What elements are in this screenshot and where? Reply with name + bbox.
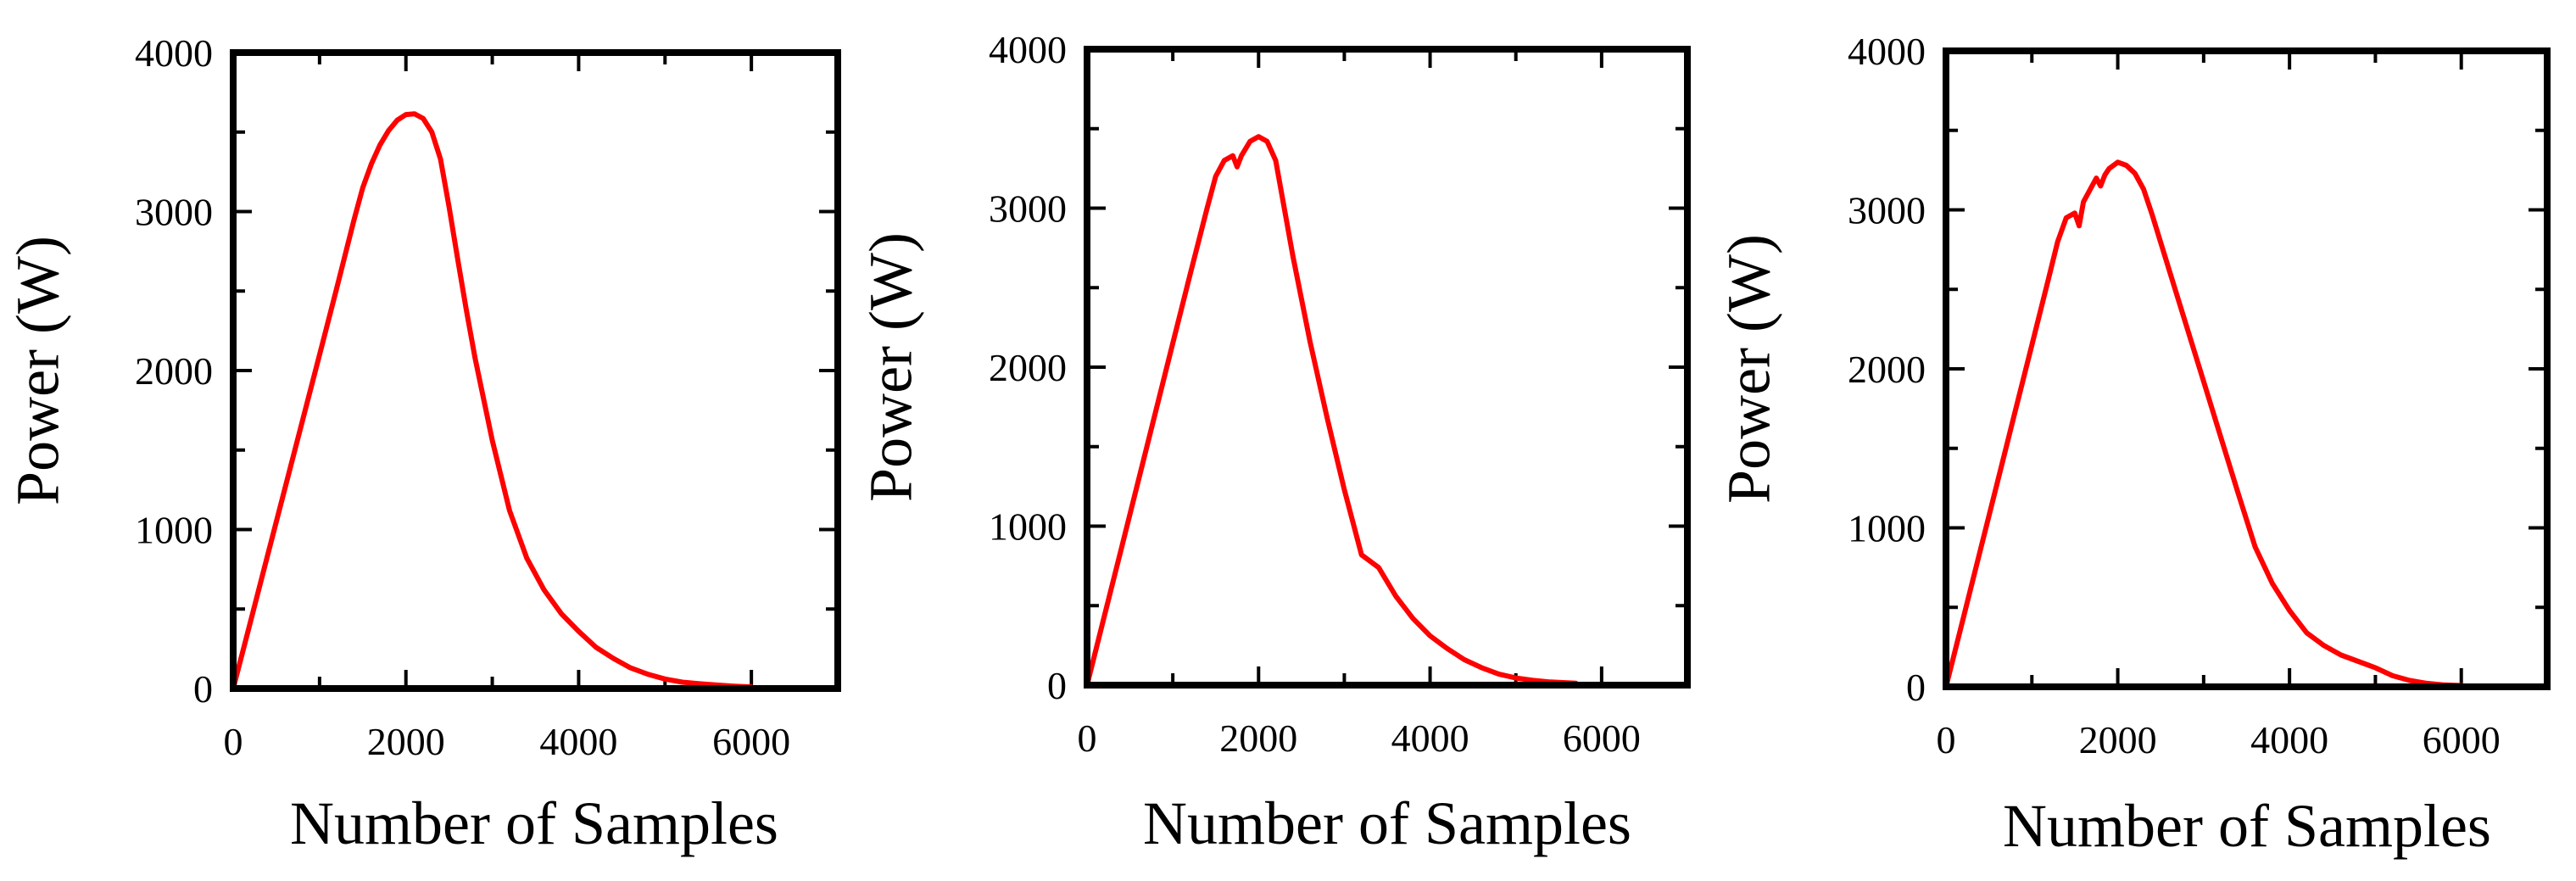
x-axis-title: Number of Samples [290, 789, 778, 857]
y-tick-label: 3000 [1848, 189, 1926, 232]
x-tick-label: 0 [1937, 718, 1956, 761]
chart-panel-1: 0 1000 2000 3000 4000 0 2000 4000 6000 Number of … [4, 31, 841, 857]
chart-panel-2: 0 1000 2000 3000 4000 0 2000 4000 6000 Number of … [857, 28, 1691, 857]
y-tick-label: 4000 [135, 31, 213, 75]
y-tick-label: 1000 [135, 509, 213, 552]
y-axis-title: Power (W) [4, 236, 72, 505]
series-line [1084, 134, 1579, 688]
y-tick-label: 2000 [989, 346, 1067, 389]
y-tick-label: 0 [1906, 666, 1926, 709]
y-tick-label: 1000 [1848, 507, 1926, 550]
x-axis-title: Number of Samples [2003, 792, 2491, 860]
y-tick-label: 3000 [989, 187, 1067, 231]
y-tick-label: 4000 [989, 28, 1067, 71]
x-tick-label: 4000 [2250, 718, 2328, 761]
plot-frame [1084, 46, 1691, 689]
x-tick-label: 6000 [1563, 717, 1641, 760]
y-tick-label: 0 [1047, 664, 1067, 707]
plot-frame [1943, 47, 2551, 690]
x-tick-label: 0 [224, 720, 243, 763]
x-tick-label: 4000 [1391, 717, 1469, 760]
y-tick-label: 3000 [135, 191, 213, 234]
x-tick-label: 2000 [367, 720, 445, 763]
plot-frame [230, 49, 841, 692]
y-tick-label: 4000 [1848, 30, 1926, 73]
x-tick-label: 0 [1078, 717, 1097, 760]
chart-panel-3: 0 1000 2000 3000 4000 0 2000 4000 6000 Number of … [1715, 30, 2551, 860]
x-tick-label: 6000 [712, 720, 790, 763]
series-line [1943, 159, 2464, 689]
series-line [231, 111, 755, 691]
y-axis-title: Power (W) [857, 232, 925, 502]
x-tick-label: 2000 [2079, 718, 2157, 761]
y-tick-label: 2000 [135, 349, 213, 393]
x-axis-title: Number of Samples [1143, 789, 1631, 857]
y-tick-label: 1000 [989, 505, 1067, 549]
x-tick-label: 2000 [1219, 717, 1297, 760]
y-axis-title: Power (W) [1715, 234, 1783, 504]
x-tick-label: 6000 [2423, 718, 2501, 761]
x-tick-label: 4000 [539, 720, 617, 763]
y-tick-label: 0 [193, 667, 213, 711]
y-tick-label: 2000 [1848, 348, 1926, 391]
